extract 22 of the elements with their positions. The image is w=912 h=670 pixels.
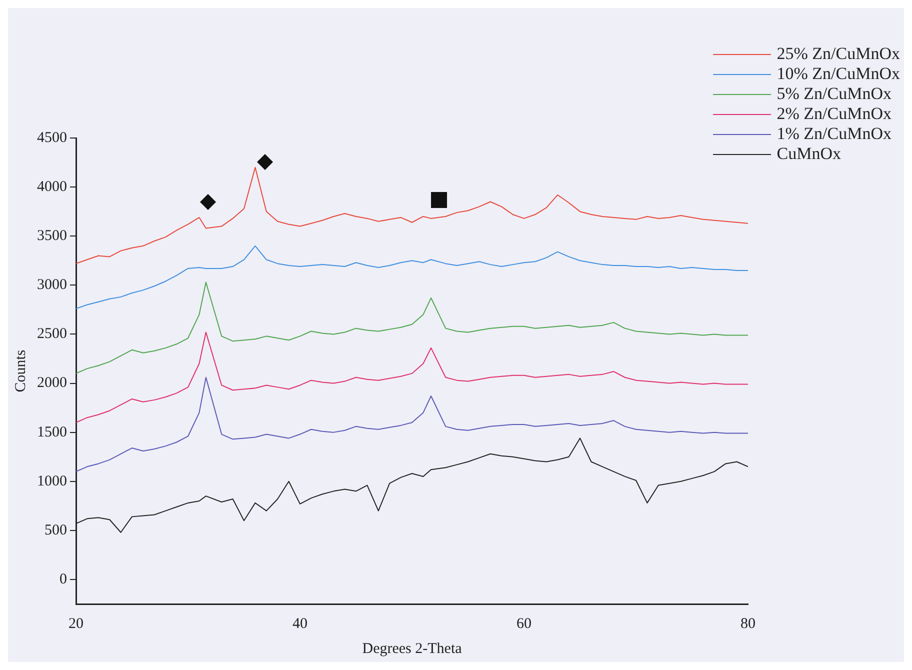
legend-label: 2% Zn/CuMnOx [776, 104, 892, 124]
x-tick-label: 80 [740, 616, 756, 632]
y-tick-label: 0 [60, 571, 67, 588]
legend-label: 10% Zn/CuMnOx [776, 64, 900, 84]
y-axis-title: Counts [12, 350, 29, 392]
y-tick-label: 1000 [37, 473, 67, 490]
x-axis-title: Degrees 2-Theta [362, 640, 462, 657]
y-tick-label: 3500 [37, 228, 67, 244]
y-tick-label: 1500 [37, 424, 67, 440]
y-tick-label: 2500 [37, 326, 67, 342]
y-tick-label: 4500 [37, 130, 67, 146]
x-tick-label: 40 [292, 616, 308, 632]
legend-label: 5% Zn/CuMnOx [776, 84, 892, 104]
y-tick-label: 500 [44, 522, 67, 538]
x-tick-label: 20 [68, 616, 84, 632]
x-tick-label: 60 [516, 616, 532, 632]
legend-label: CuMnOx [776, 144, 841, 164]
y-tick-label: 2000 [37, 375, 67, 392]
legend-label: 1% Zn/CuMnOx [776, 124, 892, 144]
legend-label: 25% Zn/CuMnOx [776, 44, 900, 64]
y-tick-label: 3000 [37, 277, 67, 294]
y-tick-label: 4000 [37, 178, 67, 195]
